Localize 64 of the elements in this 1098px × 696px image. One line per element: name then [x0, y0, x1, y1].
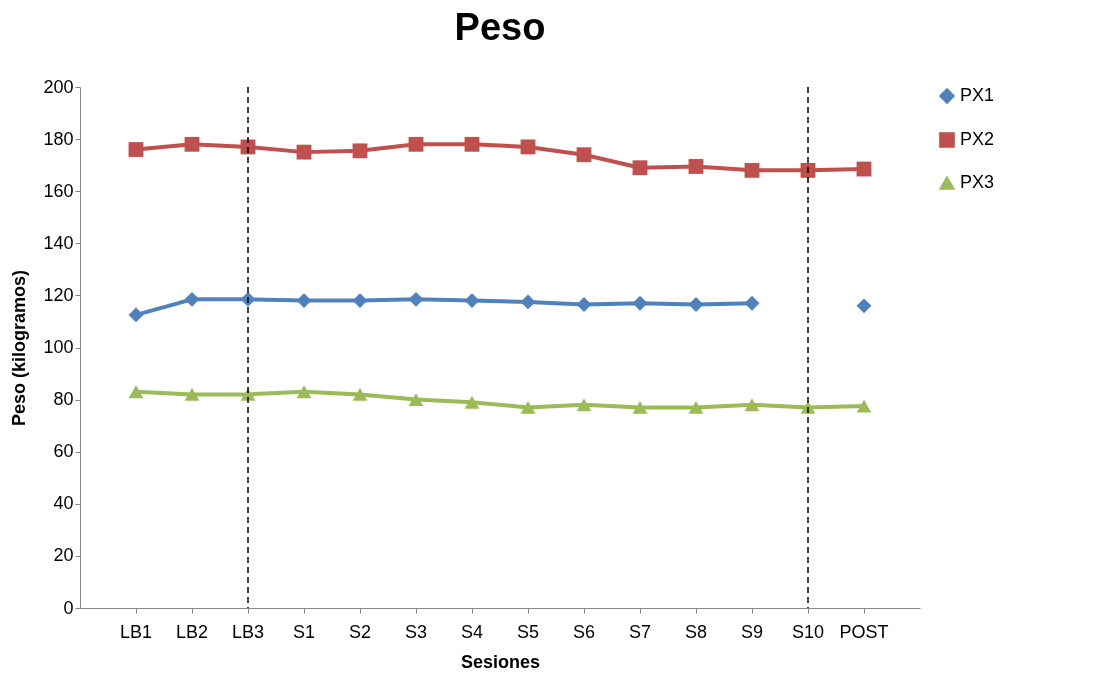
point [576, 398, 592, 412]
y-tick-label: 20 [53, 545, 74, 566]
point [184, 136, 200, 152]
legend-label: PX3 [960, 172, 995, 192]
point [128, 142, 144, 157]
x-tick-label: S5 [516, 621, 540, 642]
y-tick-label: 100 [43, 337, 74, 357]
point [352, 293, 368, 309]
point [296, 144, 312, 160]
point [128, 385, 144, 399]
point [520, 294, 536, 310]
point [520, 400, 536, 414]
point [296, 385, 312, 399]
point [744, 295, 760, 311]
point [184, 387, 200, 401]
x-tick-label: S1 [292, 621, 316, 642]
legend-label: PX1 [960, 85, 995, 105]
point [856, 399, 872, 413]
legend-label: PX2 [960, 129, 995, 149]
x-axis-title: Sesiones [460, 651, 541, 672]
y-tick-label: 0 [63, 597, 74, 618]
x-tick-label: LB3 [231, 621, 265, 642]
x-tick-label: S6 [572, 621, 596, 642]
point [632, 160, 648, 176]
y-tick-label: 180 [43, 128, 74, 149]
point [408, 291, 424, 307]
point [744, 162, 760, 178]
point [464, 136, 480, 152]
y-axis-title: Peso (kilogramos) [9, 269, 30, 427]
y-tick-label: 60 [53, 441, 74, 462]
point [464, 293, 480, 309]
point [856, 298, 872, 314]
point [688, 400, 704, 414]
point [184, 291, 200, 307]
y-tick-label: 160 [43, 180, 74, 201]
chart-title: Peso [454, 6, 546, 48]
x-tick-label: POST [839, 621, 889, 642]
x-tick-label: S4 [460, 621, 484, 642]
y-tick-label: 40 [53, 493, 74, 514]
y-tick-label: 80 [53, 389, 74, 410]
x-tick-label: S3 [404, 621, 428, 642]
point [352, 143, 368, 159]
point [576, 147, 592, 163]
x-tick-label: S8 [684, 621, 708, 642]
point [408, 136, 424, 152]
point [632, 400, 648, 414]
point [296, 293, 312, 309]
x-tick-label: LB1 [119, 621, 153, 642]
y-tick-label: 120 [43, 284, 74, 305]
x-tick-label: LB2 [175, 621, 209, 642]
y-tick-label: 140 [43, 232, 74, 253]
point [408, 393, 424, 407]
point [128, 307, 144, 323]
point [688, 159, 704, 174]
x-tick-label: S9 [740, 621, 764, 642]
point [632, 295, 648, 311]
x-tick-label: S10 [791, 621, 825, 642]
point [352, 387, 368, 401]
point [744, 398, 760, 412]
x-tick-label: S7 [628, 621, 652, 642]
point [520, 139, 536, 155]
x-tick-label: S2 [348, 621, 372, 642]
y-tick-label: 200 [43, 76, 74, 97]
point [464, 395, 480, 409]
